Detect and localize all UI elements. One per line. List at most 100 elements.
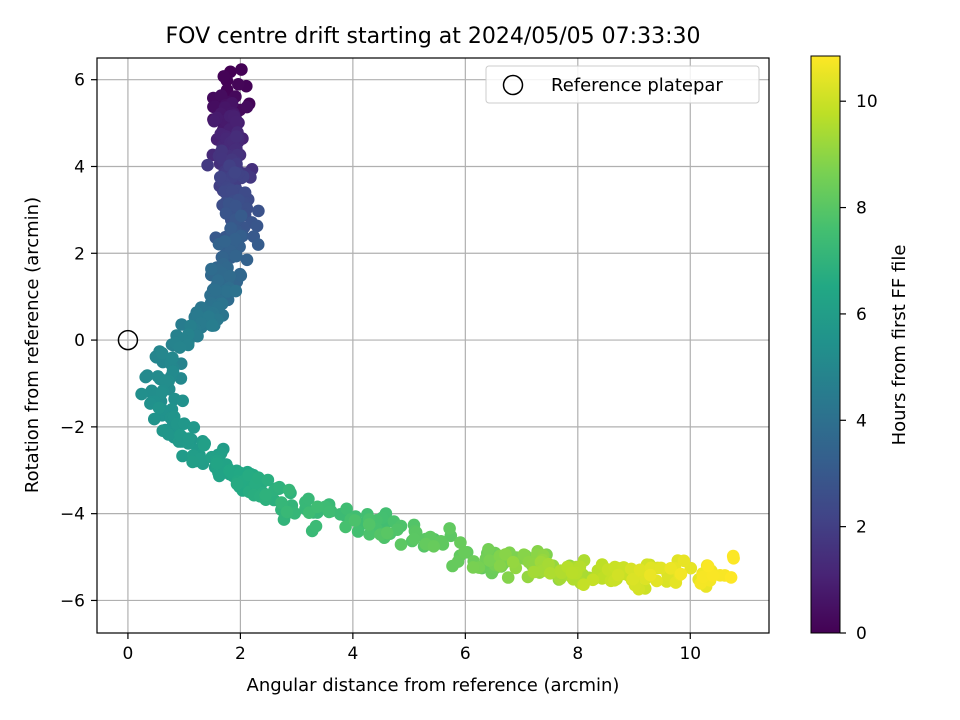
y-tick-label: −2 <box>60 418 85 438</box>
data-point <box>173 341 187 354</box>
x-tick-label: 4 <box>347 644 358 664</box>
reference-marker-layer <box>117 329 139 351</box>
data-point <box>302 492 315 506</box>
data-point <box>706 569 720 582</box>
data-point <box>242 469 255 482</box>
colorbar-tick-label: 8 <box>856 199 867 219</box>
y-tick-label: −6 <box>60 591 85 611</box>
x-tick-label: 6 <box>460 644 471 664</box>
data-point <box>282 483 296 497</box>
data-point <box>232 78 245 91</box>
data-point <box>148 412 161 426</box>
data-point <box>176 394 189 408</box>
data-point <box>273 480 286 494</box>
data-point <box>224 222 237 235</box>
data-point <box>228 166 242 179</box>
data-point <box>466 561 480 574</box>
data-point <box>501 571 515 584</box>
data-point <box>177 417 191 431</box>
data-point <box>322 505 336 519</box>
data-point <box>205 262 218 276</box>
y-axis-label: Rotation from reference (arcmin) <box>22 197 43 493</box>
y-tick-label: 0 <box>74 331 85 351</box>
data-point <box>186 455 199 469</box>
data-point <box>458 546 471 559</box>
x-axis-ticks: 0 2 4 6 8 10 <box>123 633 701 664</box>
data-point <box>229 249 243 263</box>
data-point <box>206 319 219 332</box>
data-point <box>626 572 640 586</box>
data-point <box>250 219 264 233</box>
x-tick-label: 10 <box>679 644 701 664</box>
data-point <box>454 536 467 549</box>
data-point <box>451 555 465 568</box>
scatter-points <box>135 63 740 596</box>
data-point <box>483 554 496 567</box>
data-point <box>187 421 201 434</box>
data-point <box>348 514 362 527</box>
colorbar-ticks: 0 2 4 6 8 10 <box>840 92 878 644</box>
data-point <box>210 457 224 470</box>
data-point <box>363 528 376 541</box>
data-point <box>506 555 520 569</box>
data-point <box>261 473 275 487</box>
data-point <box>176 449 189 463</box>
data-point <box>139 370 152 384</box>
y-tick-label: 4 <box>74 157 85 177</box>
x-tick-label: 0 <box>123 644 134 664</box>
data-point <box>499 548 512 561</box>
data-point <box>311 500 324 514</box>
data-point <box>565 566 579 579</box>
data-point <box>586 573 600 587</box>
data-point <box>407 532 421 546</box>
data-point <box>225 185 239 198</box>
data-point <box>230 477 244 491</box>
plot-frame <box>96 57 770 634</box>
colorbar-tick-label: 2 <box>856 518 867 538</box>
reference-platepar-marker <box>117 329 139 351</box>
data-point <box>654 561 668 575</box>
colorbar-tick-label: 6 <box>856 305 867 325</box>
data-point <box>219 207 233 220</box>
colorbar <box>810 55 841 634</box>
data-point <box>201 158 214 172</box>
data-point <box>443 522 456 535</box>
x-tick-label: 8 <box>572 644 583 664</box>
data-point <box>394 538 408 551</box>
legend-marker-icon <box>502 74 524 96</box>
data-point <box>135 387 148 401</box>
y-tick-label: −4 <box>60 505 85 525</box>
data-point <box>240 253 254 267</box>
x-tick-label: 2 <box>235 644 246 664</box>
data-point <box>197 438 211 452</box>
data-point <box>677 554 691 568</box>
data-point <box>696 570 710 584</box>
data-point <box>228 232 242 246</box>
data-point <box>339 520 352 534</box>
data-point <box>674 567 688 581</box>
data-point <box>664 562 677 575</box>
data-point <box>340 502 353 516</box>
data-point <box>229 284 243 298</box>
data-point <box>362 518 376 531</box>
data-point <box>309 519 323 533</box>
legend-entry-reference: Reference platepar <box>551 75 723 96</box>
data-point <box>527 565 541 579</box>
data-point <box>209 283 222 297</box>
data-point <box>727 552 740 565</box>
data-point <box>427 540 441 553</box>
data-point <box>351 525 365 538</box>
data-point <box>214 89 228 102</box>
x-axis-label: Angular distance from reference (arcmin) <box>247 675 620 696</box>
data-point <box>240 100 254 114</box>
data-point <box>543 567 557 580</box>
data-point <box>259 488 273 502</box>
data-point <box>230 115 243 129</box>
data-point <box>166 351 179 365</box>
y-axis-ticks: −6 −4 −2 0 2 4 6 <box>60 71 97 611</box>
data-point <box>182 432 196 445</box>
data-point <box>701 559 715 573</box>
data-point <box>234 209 248 223</box>
data-point <box>155 347 169 360</box>
data-point <box>482 543 495 556</box>
